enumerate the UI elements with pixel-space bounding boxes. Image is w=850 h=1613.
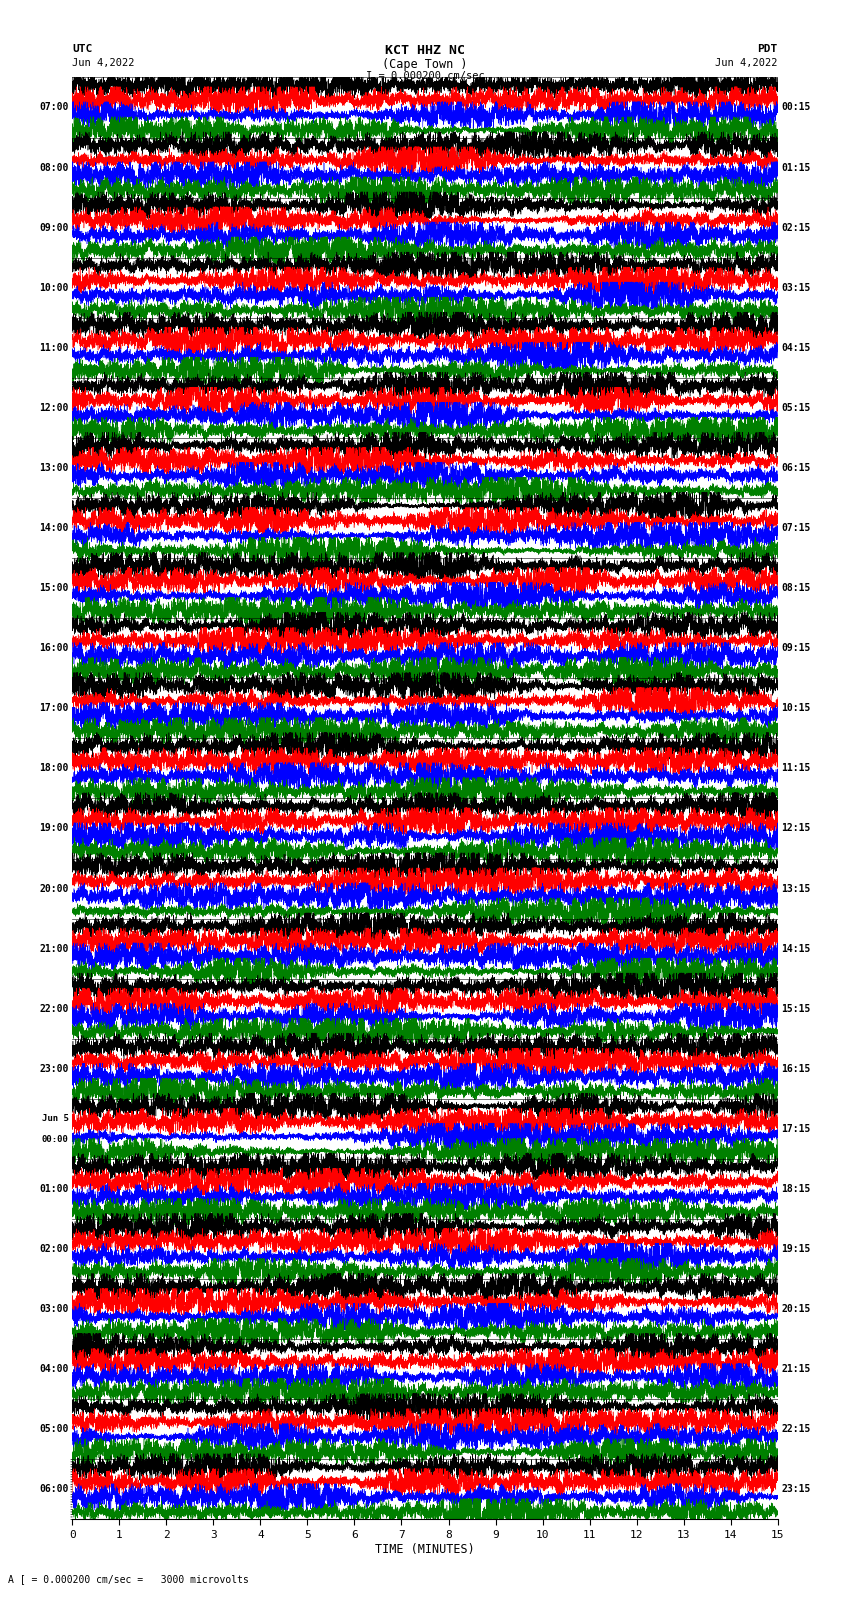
Text: 22:15: 22:15 xyxy=(781,1424,811,1434)
Text: 18:00: 18:00 xyxy=(39,763,69,773)
Text: 07:00: 07:00 xyxy=(39,103,69,113)
Text: Jun 5: Jun 5 xyxy=(42,1113,69,1123)
Text: 21:00: 21:00 xyxy=(39,944,69,953)
Text: 18:15: 18:15 xyxy=(781,1184,811,1194)
Text: 15:15: 15:15 xyxy=(781,1003,811,1013)
Text: 16:00: 16:00 xyxy=(39,644,69,653)
Text: 06:00: 06:00 xyxy=(39,1484,69,1494)
Text: 17:00: 17:00 xyxy=(39,703,69,713)
Text: 05:15: 05:15 xyxy=(781,403,811,413)
Text: UTC: UTC xyxy=(72,44,93,53)
Text: 01:00: 01:00 xyxy=(39,1184,69,1194)
X-axis label: TIME (MINUTES): TIME (MINUTES) xyxy=(375,1542,475,1555)
Text: 12:15: 12:15 xyxy=(781,824,811,834)
Text: 08:15: 08:15 xyxy=(781,584,811,594)
Text: 07:15: 07:15 xyxy=(781,523,811,532)
Text: 01:15: 01:15 xyxy=(781,163,811,173)
Text: 00:15: 00:15 xyxy=(781,103,811,113)
Text: 00:00: 00:00 xyxy=(42,1136,69,1144)
Text: 12:00: 12:00 xyxy=(39,403,69,413)
Text: 08:00: 08:00 xyxy=(39,163,69,173)
Text: 02:15: 02:15 xyxy=(781,223,811,232)
Text: 14:00: 14:00 xyxy=(39,523,69,532)
Text: 11:00: 11:00 xyxy=(39,344,69,353)
Text: 23:00: 23:00 xyxy=(39,1065,69,1074)
Text: A [ = 0.000200 cm/sec =   3000 microvolts: A [ = 0.000200 cm/sec = 3000 microvolts xyxy=(8,1574,249,1584)
Text: 16:15: 16:15 xyxy=(781,1065,811,1074)
Text: 10:00: 10:00 xyxy=(39,282,69,292)
Text: 09:00: 09:00 xyxy=(39,223,69,232)
Text: 02:00: 02:00 xyxy=(39,1244,69,1253)
Text: 13:15: 13:15 xyxy=(781,884,811,894)
Text: 03:00: 03:00 xyxy=(39,1305,69,1315)
Text: Jun 4,2022: Jun 4,2022 xyxy=(72,58,135,68)
Text: 04:15: 04:15 xyxy=(781,344,811,353)
Text: 06:15: 06:15 xyxy=(781,463,811,473)
Text: KCT HHZ NC: KCT HHZ NC xyxy=(385,44,465,56)
Text: 17:15: 17:15 xyxy=(781,1124,811,1134)
Text: 15:00: 15:00 xyxy=(39,584,69,594)
Text: 20:15: 20:15 xyxy=(781,1305,811,1315)
Text: 10:15: 10:15 xyxy=(781,703,811,713)
Text: 09:15: 09:15 xyxy=(781,644,811,653)
Text: 11:15: 11:15 xyxy=(781,763,811,773)
Text: PDT: PDT xyxy=(757,44,778,53)
Text: 19:00: 19:00 xyxy=(39,824,69,834)
Text: 23:15: 23:15 xyxy=(781,1484,811,1494)
Text: 14:15: 14:15 xyxy=(781,944,811,953)
Text: I = 0.000200 cm/sec: I = 0.000200 cm/sec xyxy=(366,71,484,81)
Text: 05:00: 05:00 xyxy=(39,1424,69,1434)
Text: 20:00: 20:00 xyxy=(39,884,69,894)
Text: 22:00: 22:00 xyxy=(39,1003,69,1013)
Text: 04:00: 04:00 xyxy=(39,1365,69,1374)
Text: 21:15: 21:15 xyxy=(781,1365,811,1374)
Text: Jun 4,2022: Jun 4,2022 xyxy=(715,58,778,68)
Text: 13:00: 13:00 xyxy=(39,463,69,473)
Text: (Cape Town ): (Cape Town ) xyxy=(382,58,468,71)
Text: 19:15: 19:15 xyxy=(781,1244,811,1253)
Text: 03:15: 03:15 xyxy=(781,282,811,292)
